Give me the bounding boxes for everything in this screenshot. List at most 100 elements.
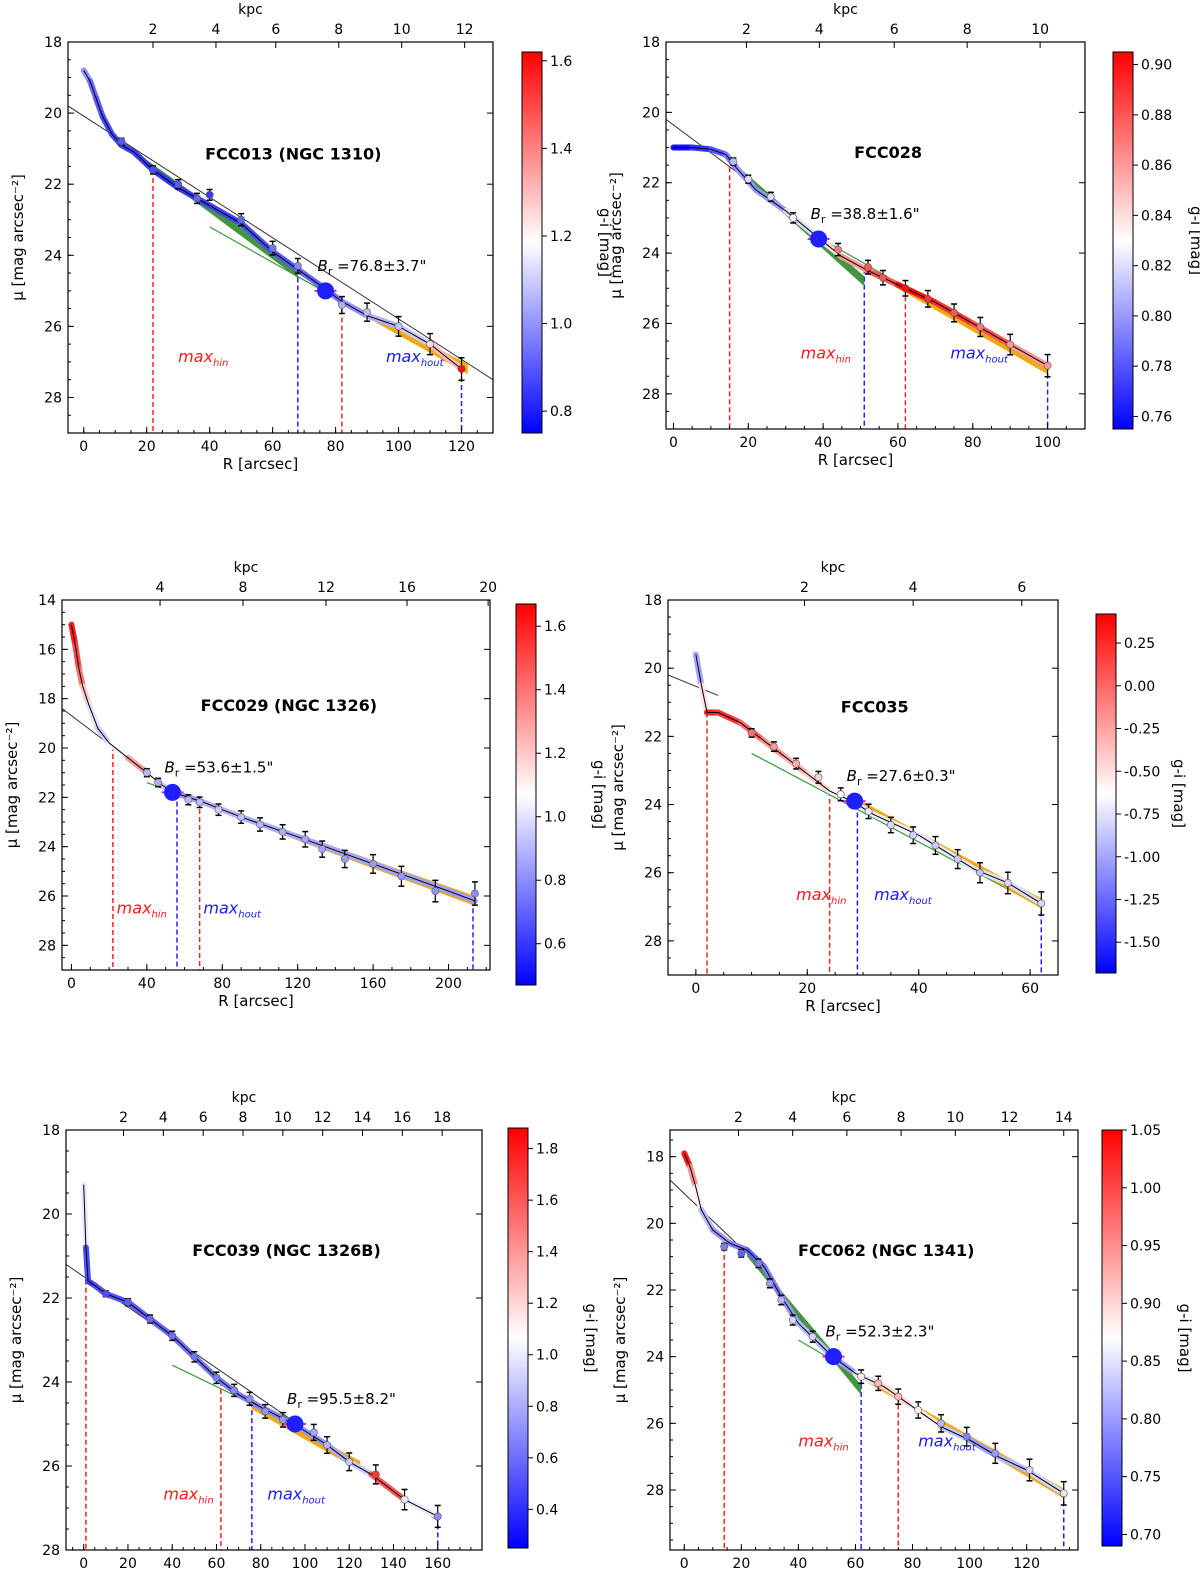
max-h-in-label: maxhin — [801, 344, 851, 366]
colorbar-tick-label: 0.76 — [1141, 409, 1172, 425]
data-point — [397, 872, 406, 881]
colorbar-tick-label: 1.2 — [536, 1296, 558, 1312]
colorbar-tick-label: 0.8 — [536, 1399, 558, 1415]
data-point — [142, 768, 151, 777]
kpc-tick-label: 16 — [393, 1110, 411, 1126]
panel-title: FCC035 — [841, 698, 909, 717]
x-axis-label: R [arcsec] — [218, 992, 293, 1010]
data-point — [457, 365, 466, 373]
break-radius-marker — [317, 282, 335, 300]
data-point — [834, 245, 842, 254]
colorbar-tick-label: 1.0 — [550, 317, 572, 333]
outer-fit-line — [209, 226, 324, 292]
colorbar-tick-label: -0.75 — [1124, 807, 1160, 823]
y-tick-label: 24 — [42, 1375, 60, 1391]
colorbar-tick-label: 0.82 — [1141, 259, 1172, 275]
y-tick-label: 18 — [642, 35, 660, 51]
max-h-in-label: maxhin — [796, 885, 846, 907]
chart-panel-3: 0 40 80 120 160 200 14 16 18 20 22 24 26 28 4 8 12 16 20 kp… — [3, 560, 608, 1010]
data-point — [146, 1315, 154, 1323]
max-h-in-label: maxhin — [117, 898, 167, 920]
y-tick-label: 22 — [42, 1291, 60, 1307]
colorbar-tick-label: 0.6 — [536, 1451, 558, 1467]
colorbar-tick-label: 0.85 — [1130, 1354, 1161, 1370]
kpc-axis-label: kpc — [238, 2, 263, 18]
data-point — [864, 263, 872, 272]
data-point — [901, 284, 910, 293]
data-point — [894, 1392, 903, 1401]
max-h-out-label: maxhout — [267, 1485, 326, 1507]
x-tick-label: 0 — [79, 1556, 88, 1569]
x-tick-label: 20 — [119, 1556, 137, 1569]
colorbar-tick-label: 0.4 — [536, 1502, 558, 1518]
y-tick-label: 26 — [42, 1459, 60, 1475]
inner-fit-line — [68, 105, 493, 381]
kpc-axis-label: kpc — [832, 1090, 857, 1106]
data-point — [301, 835, 310, 844]
x-tick-label: 20 — [739, 435, 757, 451]
data-point — [184, 795, 193, 804]
x-tick-label: 60 — [847, 1556, 865, 1569]
x-tick-label: 80 — [964, 435, 982, 451]
data-point — [814, 773, 823, 782]
max-h-in-label: maxhin — [798, 1432, 848, 1454]
y-tick-label: 26 — [642, 316, 660, 332]
data-point — [874, 1379, 883, 1388]
colorbar — [1095, 613, 1117, 974]
colorbar-tick-label: 0.25 — [1124, 636, 1155, 652]
data-point — [1037, 899, 1046, 908]
data-point — [1003, 879, 1012, 887]
kpc-tick-label: 2 — [800, 580, 809, 596]
y-tick-label: 20 — [44, 106, 62, 122]
x-tick-label: 120 — [448, 439, 475, 455]
x-tick-label: 40 — [138, 976, 156, 992]
colorbar-tick-label: 0.80 — [1141, 309, 1172, 325]
kpc-tick-label: 2 — [149, 22, 158, 38]
panel-title: FCC029 (NGC 1326) — [201, 696, 377, 715]
colorbar-tick-label: 0.84 — [1141, 208, 1172, 224]
data-point — [729, 157, 738, 166]
x-tick-label: 80 — [213, 976, 231, 992]
data-point — [1006, 340, 1015, 349]
data-point — [777, 1296, 786, 1304]
max-h-out-label: maxhout — [918, 1432, 977, 1454]
kpc-tick-label: 2 — [734, 1110, 743, 1126]
x-tick-label: 40 — [910, 981, 928, 997]
kpc-tick-label: 2 — [742, 22, 751, 38]
colorbar-tick-label: -0.25 — [1124, 722, 1160, 738]
data-point — [400, 1495, 409, 1504]
colorbar-tick-label: -1.25 — [1124, 892, 1160, 908]
kpc-tick-label: 14 — [354, 1110, 372, 1126]
colorbar-tick-label: 0.95 — [1130, 1239, 1161, 1255]
data-point — [237, 813, 246, 821]
data-point — [914, 1406, 923, 1414]
data-point — [754, 1259, 763, 1268]
colorbar-label: g-i [mag] — [1170, 759, 1188, 828]
data-point — [1059, 1489, 1068, 1498]
x-tick-label: 0 — [680, 1556, 689, 1569]
colorbar — [521, 51, 543, 434]
data-point — [212, 1373, 221, 1382]
panel-title: FCC013 (NGC 1310) — [205, 144, 381, 163]
colorbar-tick-label: 0.8 — [544, 873, 566, 889]
kpc-tick-label: 8 — [963, 22, 972, 38]
data-point — [909, 831, 918, 840]
kpc-tick-label: 4 — [159, 1110, 168, 1126]
outer-fit-band — [251, 1405, 361, 1471]
kpc-tick-label: 12 — [1001, 1110, 1019, 1126]
colorbar-tick-label: 1.2 — [550, 229, 572, 245]
data-point — [369, 860, 378, 868]
colorbar-tick-label: 1.6 — [544, 619, 566, 635]
y-tick-label: 28 — [38, 938, 56, 954]
kpc-tick-label: 10 — [393, 22, 411, 38]
x-tick-label: 40 — [201, 439, 219, 455]
colorbar-tick-label: 1.0 — [544, 810, 566, 826]
y-tick-label: 20 — [644, 661, 662, 677]
data-point — [371, 1470, 380, 1479]
colorbar-tick-label: -1.00 — [1124, 850, 1160, 866]
plot-area — [666, 118, 1052, 429]
data-point — [309, 1428, 318, 1437]
colorbar-tick-label: 0.70 — [1130, 1527, 1161, 1543]
max-h-out-label: maxhout — [203, 898, 262, 920]
